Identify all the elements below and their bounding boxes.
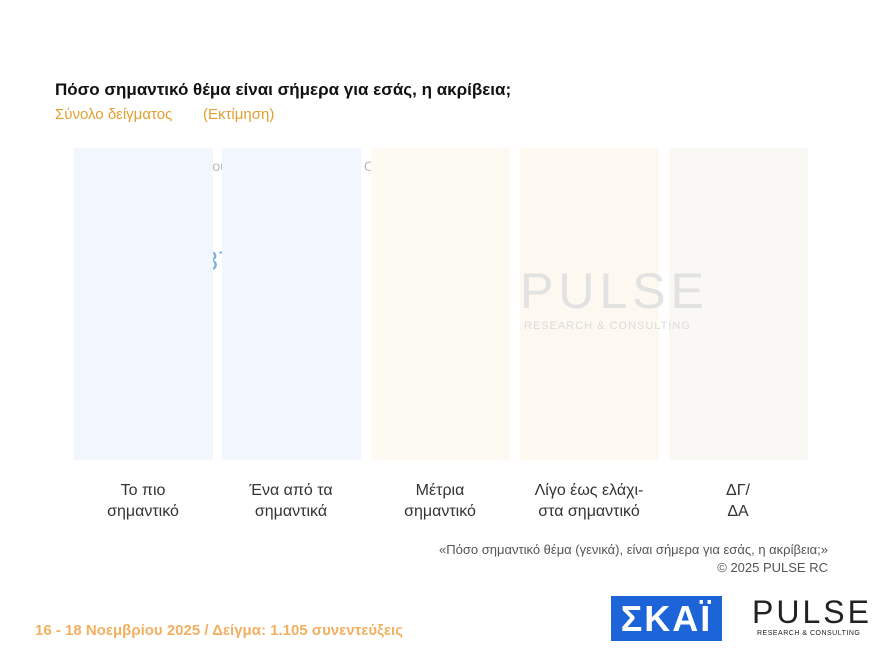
panel [520, 148, 659, 460]
chart-title: Πόσο σημαντικό θέμα είναι σήμερα για εσά… [55, 80, 512, 99]
pulse-tagline: RESEARCH & CONSULTING [757, 630, 861, 637]
subtitle-note: (Εκτίμηση) [203, 106, 275, 123]
footer: 16 - 18 Νοεμβρίου 2025 / Δείγμα: 1.105 σ… [35, 622, 403, 639]
x-tick-label: ΔΓ/ ΔΑ [726, 482, 750, 520]
x-tick-label: Λίγο έως ελάχι- στα σημαντικό [534, 482, 644, 520]
panel [371, 148, 510, 460]
copyright: © 2025 PULSE RC [717, 560, 828, 575]
panel [669, 148, 808, 460]
x-tick-label: Ένα από τα σημαντικά [249, 482, 333, 520]
watermark: PULSE [520, 263, 709, 319]
x-tick-label: Μέτρια σημαντικό [404, 482, 476, 520]
panel [222, 148, 361, 460]
skai-logo: ΣΚΑΪ [611, 596, 722, 641]
question-note: «Πόσο σημαντικό θέμα (γενικά), είναι σήμ… [438, 542, 828, 557]
pulse-logo: PULSE [752, 594, 872, 630]
watermark-tagline: RESEARCH & CONSULTING [524, 320, 691, 332]
subtitle: Σύνολο δείγματος [55, 106, 173, 123]
x-tick-label: Το πιο σημαντικό [107, 482, 179, 520]
panel [74, 148, 213, 460]
